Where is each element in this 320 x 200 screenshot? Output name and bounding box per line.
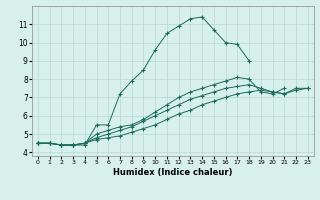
X-axis label: Humidex (Indice chaleur): Humidex (Indice chaleur) xyxy=(113,168,233,177)
